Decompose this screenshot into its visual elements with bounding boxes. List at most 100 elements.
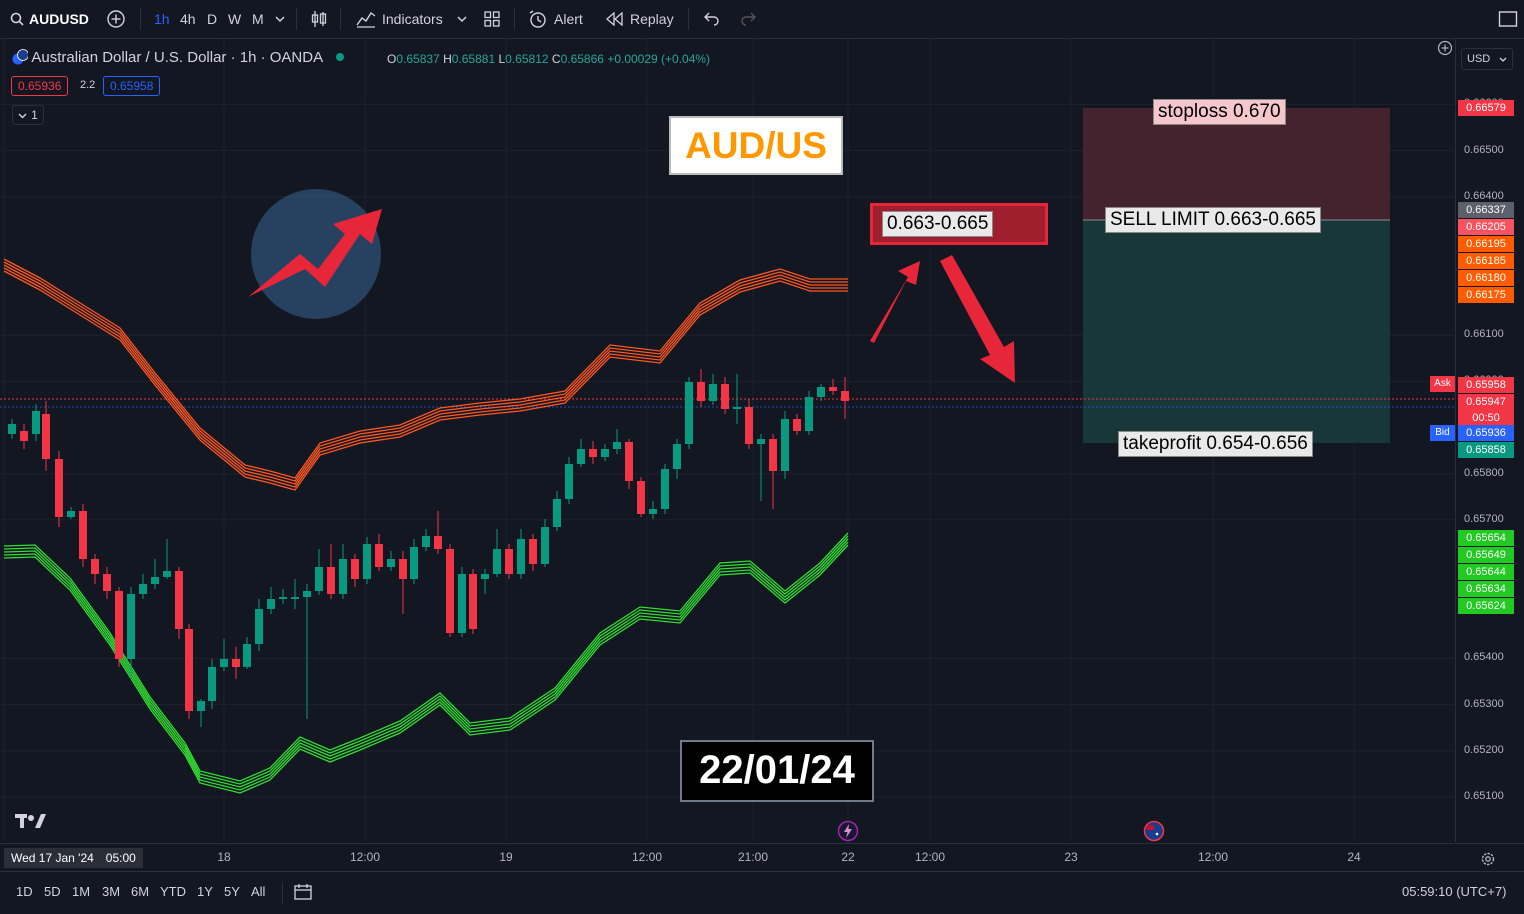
candle-body (757, 439, 765, 444)
price-level-label: 0.66400 (1464, 189, 1504, 202)
interval-d[interactable]: D (207, 11, 218, 27)
flag-icon (12, 49, 29, 65)
templates-button[interactable] (483, 0, 501, 38)
chevron-down-icon (275, 16, 285, 23)
alarm-clock-icon (529, 10, 546, 28)
price-tag: 0.66195 (1458, 236, 1514, 252)
compare-button[interactable] (106, 0, 126, 38)
lower-envelope-line (3, 544, 849, 794)
price-tag: 0.66175 (1458, 287, 1514, 303)
chart-type-button[interactable] (310, 0, 328, 38)
toolbar-divider (296, 8, 297, 30)
candle-body (817, 387, 825, 397)
indicators-collapse-button[interactable]: 1 (12, 105, 44, 125)
candle-body (709, 384, 717, 401)
interval-4h[interactable]: 4h (180, 11, 196, 27)
price-tag: 0.65654 (1458, 530, 1514, 546)
spread-value: 2.2 (80, 79, 96, 91)
candle-body (139, 584, 147, 594)
add-plus-icon[interactable] (1437, 40, 1453, 56)
date-label[interactable]: 22/01/24 (680, 740, 874, 802)
lower-envelope-line (3, 532, 849, 782)
sell-limit-label[interactable]: SELL LIMIT 0.663-0.665 (1105, 207, 1321, 233)
price-level-label: 0.66100 (1464, 328, 1504, 341)
settings-gear-icon[interactable] (1480, 851, 1496, 867)
price-axis[interactable]: USD 0.666000.665000.664000.661000.660000… (1455, 39, 1524, 842)
search-icon (10, 12, 24, 26)
interval-dropdown[interactable] (274, 0, 286, 38)
undo-button[interactable] (702, 0, 720, 38)
indicators-button[interactable]: Indicators (356, 0, 443, 38)
interval-w[interactable]: W (228, 11, 242, 27)
currency-selector[interactable]: USD (1461, 48, 1513, 70)
takeprofit-label[interactable]: takeprofit 0.654-0.656 (1118, 431, 1313, 457)
indicators-dropdown[interactable] (456, 0, 468, 38)
chevron-down-icon (457, 16, 467, 23)
candle-body (745, 407, 753, 444)
stoploss-zone (1083, 108, 1390, 220)
stoploss-label[interactable]: stoploss 0.670 (1153, 99, 1286, 125)
buy-button[interactable]: 0.65958 (103, 76, 161, 96)
price-level-label: 0.65400 (1464, 651, 1504, 664)
upper-envelope-line (3, 270, 848, 491)
start-time: 05:00 (105, 851, 136, 865)
calendar-range-icon[interactable] (293, 882, 313, 902)
candle-body (829, 387, 837, 391)
clock-readout[interactable]: 05:59:10 (UTC+7) (1402, 884, 1507, 899)
candle-body (32, 411, 40, 434)
range-button-5y[interactable]: 5Y (224, 884, 240, 899)
candle-body (255, 609, 263, 644)
upper-envelope-line (3, 267, 848, 488)
entry-zone-box[interactable]: 0.663-0.665 (870, 203, 1048, 245)
range-button-1m[interactable]: 1M (72, 884, 91, 899)
replay-button[interactable]: Replay (606, 0, 674, 38)
interval-m[interactable]: M (252, 11, 264, 27)
legend-title: Australian Dollar / U.S. Dollar · 1h · O… (31, 49, 323, 66)
range-button-ytd[interactable]: YTD (160, 884, 186, 899)
redo-button[interactable] (740, 0, 758, 38)
candles-icon (311, 11, 327, 27)
candle-body (267, 599, 275, 609)
candle-body (20, 431, 28, 441)
candle-body (601, 449, 609, 457)
time-label: 12:00 (914, 850, 946, 864)
alert-button[interactable]: Alert (528, 0, 583, 38)
candle-body (673, 444, 681, 469)
collapse-count: 1 (31, 108, 38, 122)
interval-1h[interactable]: 1h (154, 11, 170, 27)
grid-icon (484, 11, 500, 27)
candle-body (42, 414, 50, 459)
candle-body (115, 591, 123, 659)
fullscreen-button[interactable] (1498, 0, 1518, 38)
lower-envelope-line (3, 541, 849, 791)
chart-pane[interactable]: Australian Dollar / U.S. Dollar · 1h · O… (0, 39, 1454, 842)
lightning-event-icon[interactable] (837, 820, 859, 842)
range-button-5d[interactable]: 5D (44, 884, 61, 899)
range-button-6m[interactable]: 6M (131, 884, 150, 899)
time-axis[interactable]: Wed 17 Jan '24 05:00 18 12:00 19 12:00 21:00… (0, 843, 1524, 872)
candle-body (589, 449, 597, 457)
candle-body (649, 509, 657, 514)
entry-zone-label: 0.663-0.665 (882, 211, 994, 237)
candle-body (721, 384, 729, 409)
tradingview-logo[interactable] (15, 813, 47, 829)
lower-envelope-line (3, 538, 849, 788)
candle-body (339, 559, 347, 594)
candle-body (481, 574, 489, 579)
range-button-1y[interactable]: 1Y (197, 884, 213, 899)
crosshair-time-label: Wed 17 Jan '24 05:00 (4, 848, 143, 868)
price-level-label: 0.66500 (1464, 143, 1504, 156)
candle-body (291, 597, 299, 599)
range-button-1d[interactable]: 1D (16, 884, 33, 899)
range-button-all[interactable]: All (251, 884, 266, 899)
chevron-down-icon (18, 113, 27, 118)
price-tag: 0.66180 (1458, 270, 1514, 286)
symbol-search-button[interactable]: AUDUSD (10, 0, 89, 38)
price-level-label: 0.65200 (1464, 743, 1504, 756)
range-button-3m[interactable]: 3M (102, 884, 121, 899)
candle-body (79, 511, 87, 559)
sell-button[interactable]: 0.65936 (11, 76, 69, 96)
candle-body (422, 536, 430, 547)
pair-title-label[interactable]: AUD/US (669, 116, 843, 175)
australia-event-icon[interactable] (1143, 820, 1165, 842)
